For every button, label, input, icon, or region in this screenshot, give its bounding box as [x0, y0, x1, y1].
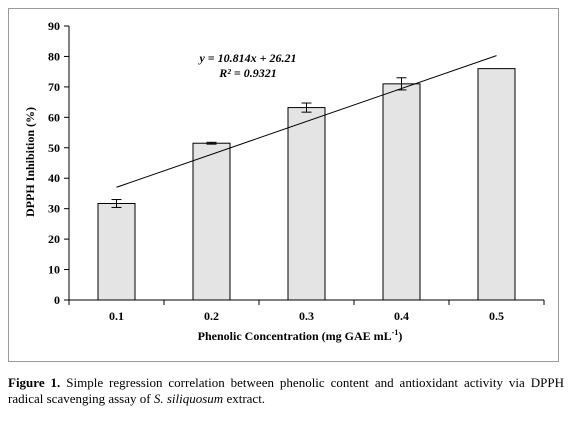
bar [97, 202, 136, 301]
bar [287, 107, 326, 301]
bar-chart: 0 10 20 30 40 50 60 70 80 90 0.1 0.2 0.3 0.4 0.5 y = … [23, 19, 545, 343]
x-tick-label: 0.3 [299, 309, 314, 323]
error-bars [111, 77, 407, 208]
caption-text-before: Simple regression correlation between ph… [8, 375, 564, 406]
y-tick-label: 20 [48, 232, 60, 246]
x-axis-title: Phenolic Concentration (mg GAE mL-1) [198, 328, 403, 343]
bar [382, 83, 421, 301]
trendline [116, 55, 497, 188]
y-tick-label: 90 [48, 19, 60, 33]
y-axis-title: DPPH Inhibition (%) [23, 107, 37, 217]
caption-species: S. siliquosum [153, 391, 224, 406]
x-tick-label: 0.5 [489, 309, 504, 323]
y-tick-label: 50 [48, 141, 60, 155]
y-tick-label: 30 [48, 202, 60, 216]
y-tick-label: 80 [48, 49, 60, 63]
trendline-equation: y = 10.814x + 26.21 [197, 51, 296, 65]
figure-caption: Figure 1. Simple regression correlation … [8, 375, 564, 407]
y-tick-label: 10 [48, 263, 60, 277]
y-tick-label: 40 [48, 171, 60, 185]
y-axis: 0 10 20 30 40 50 60 70 80 90 [48, 19, 70, 307]
caption-label: Figure 1. [8, 375, 61, 390]
x-axis: 0.1 0.2 0.3 0.4 0.5 [68, 299, 545, 323]
bars [97, 68, 516, 301]
x-tick-label: 0.2 [204, 309, 219, 323]
bar [477, 68, 516, 301]
y-tick-label: 70 [48, 80, 60, 94]
x-axis-title-superscript: -1 [392, 328, 399, 337]
bar [192, 142, 231, 301]
trendline-r-squared: R² = 0.9321 [218, 66, 276, 80]
x-axis-title-end: ) [398, 329, 402, 343]
x-tick-label: 0.4 [394, 309, 409, 323]
x-axis-title-main: Phenolic Concentration (mg GAE mL [198, 329, 392, 343]
y-tick-label: 0 [54, 293, 60, 307]
y-tick-label: 60 [48, 110, 60, 124]
caption-text-after: extract. [226, 391, 266, 406]
x-tick-label: 0.1 [109, 309, 124, 323]
trendline-line [116, 55, 497, 188]
figure-frame [8, 8, 559, 362]
